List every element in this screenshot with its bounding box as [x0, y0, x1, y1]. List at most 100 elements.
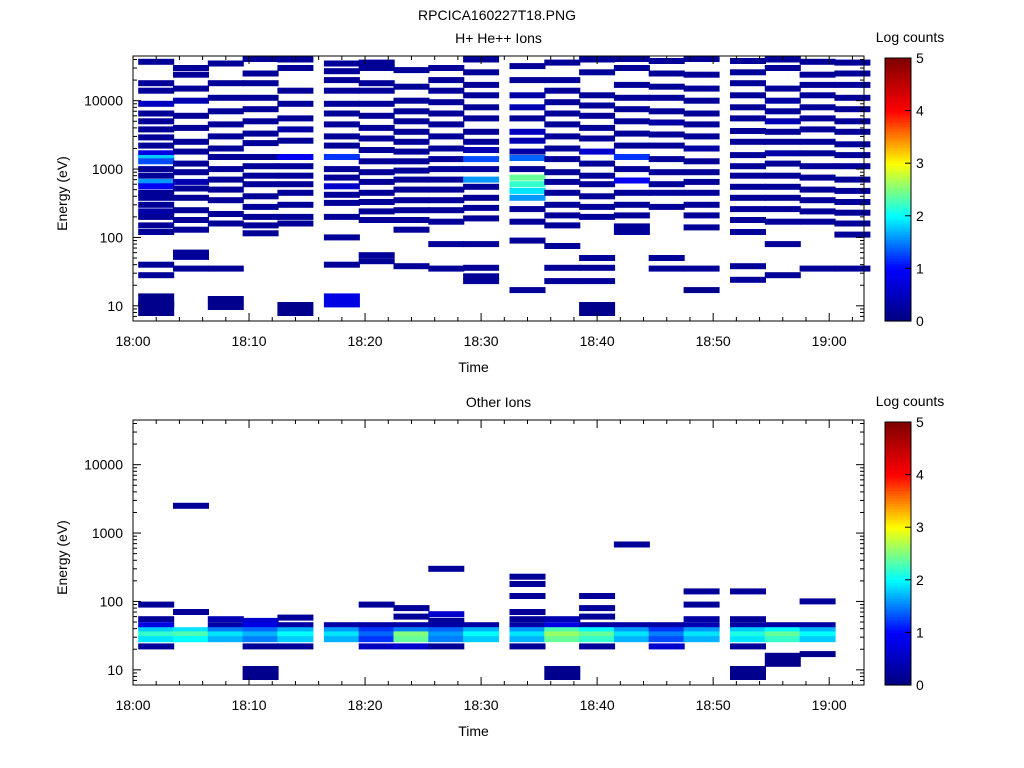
heatmap-cell — [173, 97, 209, 104]
colorbar-segment — [885, 582, 911, 586]
heatmap-cell — [138, 229, 175, 235]
heatmap-cell — [613, 94, 650, 101]
heatmap-cell — [428, 627, 465, 634]
heatmap-cell — [648, 636, 685, 643]
heatmap-cell — [683, 97, 720, 104]
colorbar-segment — [885, 150, 911, 154]
colorbar-segment — [885, 482, 911, 486]
colorbar-bottom: 0 1 2 3 4 5 Log counts — [876, 393, 945, 693]
heatmap-cell — [683, 56, 720, 62]
colorbar-segment — [885, 105, 911, 109]
heatmap-cell — [509, 92, 546, 99]
colorbar-segment — [885, 126, 911, 130]
colorbar-segment — [885, 97, 911, 101]
x-tick-label: 19:00 — [812, 333, 847, 349]
heatmap-cell — [138, 201, 175, 208]
colorbar-frame — [884, 421, 912, 686]
heatmap-cell — [463, 273, 500, 280]
colorbar-segment — [885, 244, 911, 248]
heatmap-cell — [207, 121, 244, 128]
colorbar-segment — [885, 84, 911, 88]
colorbar-segment — [885, 163, 911, 167]
colorbar-segment — [885, 257, 911, 262]
heatmap-cell — [463, 264, 500, 271]
colorbar-segment — [885, 532, 911, 536]
heatmap-cell — [613, 177, 650, 184]
heatmap-cell — [764, 108, 801, 115]
heatmap-cell — [277, 100, 314, 107]
heatmap-cell — [323, 199, 360, 206]
heatmap-cell — [173, 627, 209, 634]
heatmap-cell — [323, 234, 360, 241]
heatmap-cell — [544, 156, 581, 163]
colorbar-label: Log counts — [876, 29, 945, 45]
heatmap-cell — [579, 264, 616, 271]
heatmap-cell — [764, 622, 801, 629]
colorbar-segment — [885, 136, 911, 141]
heatmap-cell — [509, 194, 546, 201]
heatmap-cell — [509, 77, 546, 84]
heatmap-cell — [323, 213, 360, 220]
heatmap-cell — [173, 65, 209, 71]
heatmap-cell — [428, 133, 465, 140]
heatmap-cell — [242, 666, 279, 680]
heatmap-cell — [544, 616, 581, 623]
heatmap-cell — [358, 135, 395, 142]
heatmap-cell — [242, 70, 279, 77]
x-tick-label: 18:30 — [464, 697, 499, 713]
heatmap-cell — [358, 217, 395, 223]
colorbar-label: Log counts — [876, 393, 945, 409]
colorbar-segment — [885, 110, 911, 114]
heatmap-cell — [683, 627, 720, 634]
heatmap-cell — [648, 631, 685, 638]
heatmap-cell — [544, 636, 581, 643]
heatmap-cells — [138, 502, 836, 680]
heatmap-cell — [648, 70, 685, 77]
colorbar-segment — [885, 200, 911, 204]
colorbar-segment — [885, 514, 911, 518]
heatmap-cell — [579, 643, 616, 650]
heatmap-cell — [207, 296, 244, 310]
heatmap-cell — [834, 187, 871, 194]
heatmap-cell — [683, 133, 720, 140]
colorbar-segment — [885, 281, 911, 285]
heatmap-cell — [393, 128, 430, 135]
heatmap-cell — [242, 56, 279, 62]
heatmap-cell — [207, 627, 244, 634]
heatmap-cell — [799, 598, 836, 605]
heatmap-cell — [138, 183, 175, 190]
heatmap-cell — [544, 278, 581, 285]
colorbar-segment — [885, 307, 911, 312]
y-axis-label: Energy (eV) — [54, 156, 70, 231]
heatmap-cell — [138, 213, 175, 220]
panel-h-he-ions: 18:00 18:10 18:20 18:30 18:40 18:50 19:00 10 100… — [54, 30, 871, 375]
heatmap-cell — [579, 302, 616, 316]
heatmap-cell — [463, 183, 500, 190]
heatmap-cell — [648, 627, 685, 634]
heatmap-cell — [509, 187, 546, 194]
heatmap-cell — [207, 186, 244, 193]
heatmap-cell — [242, 94, 279, 101]
heatmap-cell — [730, 276, 766, 283]
heatmap-cell — [277, 631, 314, 638]
heatmap-cell — [509, 237, 546, 244]
heatmap-cell — [648, 189, 685, 196]
heatmap-cell — [323, 77, 360, 84]
heatmap-cell — [358, 636, 395, 643]
colorbar-segment — [885, 564, 911, 568]
heatmap-cell — [799, 197, 836, 204]
colorbar-segment — [885, 498, 911, 502]
heatmap-cell — [509, 174, 546, 181]
heatmap-cell — [138, 302, 175, 316]
heatmap-cell — [648, 169, 685, 176]
colorbar-segment — [885, 58, 911, 62]
heatmap-cell — [138, 222, 175, 229]
heatmap-cell — [277, 181, 314, 188]
heatmap-cell — [730, 616, 766, 623]
colorbar-segment — [885, 577, 911, 581]
colorbar-segment — [885, 71, 911, 75]
colorbar-segment — [885, 656, 911, 660]
heatmap-cell — [463, 69, 500, 76]
heatmap-cell — [428, 218, 465, 225]
heatmap-cell — [764, 150, 801, 157]
